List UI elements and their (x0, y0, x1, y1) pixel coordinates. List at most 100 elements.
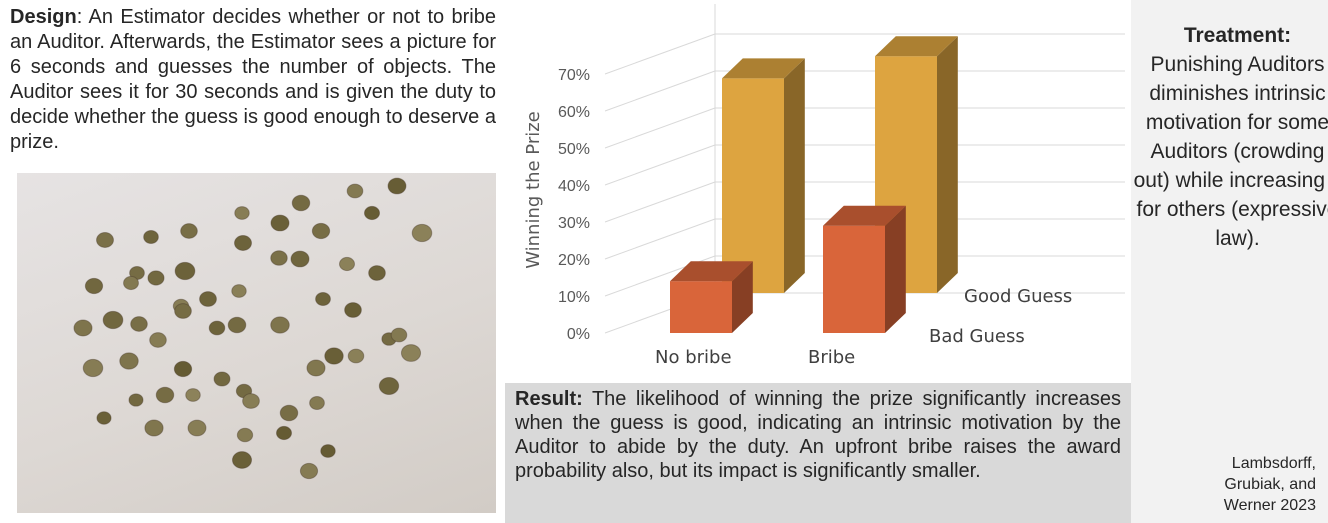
seeds-image (73, 177, 433, 480)
seed-shape (234, 235, 252, 251)
result-label: Result: (515, 388, 583, 410)
seed-shape (299, 462, 319, 480)
seed-shape (155, 386, 175, 404)
seed-shape (213, 371, 231, 387)
seed-shape (344, 302, 362, 318)
bar-chart: 0% 10% 20% 30% 40% 50% 60% 70% Winning the Prize… (505, 0, 1131, 380)
seed-shape (174, 303, 192, 319)
seed-shape (102, 310, 124, 330)
gridline-side (604, 70, 716, 112)
result-text: Result: The likelihood of winning the pr… (515, 387, 1121, 483)
seed-shape (82, 358, 104, 378)
seed-shape (387, 177, 407, 195)
seed-shape (96, 411, 112, 425)
y-tick-label: 20% (558, 252, 590, 269)
seed-shape (368, 265, 386, 281)
y-axis-label: Winning the Prize (523, 111, 544, 269)
bar-bad-guess-side (732, 261, 753, 333)
seed-shape (231, 284, 247, 298)
bar-bad-guess-top (823, 205, 906, 226)
seed-shape (311, 222, 331, 240)
seed-shape (290, 250, 310, 268)
seed-shape (187, 419, 207, 437)
y-tick-label: 0% (567, 326, 590, 343)
seed-shape (363, 205, 381, 221)
y-tick-label: 60% (558, 104, 590, 121)
seed-shape (306, 359, 326, 377)
result-panel: Result: The likelihood of winning the pr… (505, 383, 1131, 523)
seed-shape (320, 444, 336, 458)
bar-good-guess-top (722, 58, 805, 79)
y-tick-label: 10% (558, 289, 590, 306)
seed-shape (411, 223, 433, 243)
seed-shape (338, 256, 356, 272)
seed-shape (119, 352, 139, 370)
gridline-side (604, 181, 716, 223)
seed-shape (275, 425, 293, 441)
seed-shape (147, 270, 165, 286)
seed-shape (270, 250, 288, 266)
seed-shape (231, 451, 253, 469)
seed-shape (270, 214, 290, 232)
seed-shape (130, 316, 148, 332)
lentil-seeds-photo (17, 173, 496, 513)
seed-shape (378, 376, 400, 396)
bar-bad-guess-top (670, 261, 753, 282)
seed-shape (270, 316, 290, 334)
gridline-side (604, 218, 716, 260)
seed-shape (227, 316, 247, 334)
gridline-side (604, 33, 716, 75)
seed-shape (208, 320, 226, 336)
bar-bad-guess-front (670, 281, 732, 333)
seed-shape (180, 223, 198, 239)
seed-shape (347, 348, 365, 364)
seed-shape (143, 230, 159, 244)
design-label: Design (10, 6, 77, 28)
bar-good-guess-side (784, 58, 805, 294)
seed-shape (315, 291, 331, 307)
seed-shape (128, 393, 144, 407)
bar-good-guess-top (875, 36, 958, 57)
result-body: The likelihood of winning the prize sign… (515, 388, 1121, 482)
design-text: Design: An Estimator decides whether or … (10, 5, 496, 155)
seed-shape (242, 393, 260, 409)
seed-shape (324, 347, 344, 365)
y-tick-label: 30% (558, 215, 590, 232)
citation: Lambsdorff, Grubiak, and Werner 2023 (1223, 455, 1316, 514)
seed-shape (73, 319, 93, 337)
gridline-side (604, 107, 716, 149)
seed-shape (96, 232, 114, 248)
y-tick-label: 40% (558, 178, 590, 195)
bar-bad-guess-side (885, 205, 906, 333)
seed-shape (199, 291, 217, 307)
treatment-text: Treatment: Punishing Auditors diminishes… (1131, 21, 1328, 253)
bar-good-guess-side (937, 36, 958, 293)
design-body: : An Estimator decides whether or not to… (10, 6, 496, 153)
treatment-body: Punishing Auditors diminishes intrinsic … (1133, 53, 1328, 250)
seed-shape (234, 206, 250, 220)
seed-shape (400, 344, 422, 362)
seed-shape (309, 396, 325, 410)
series-label-bad-guess: Bad Guess (929, 326, 1025, 347)
seed-shape (174, 261, 196, 281)
y-tick-label: 70% (558, 67, 590, 84)
seed-shape (84, 277, 104, 295)
seed-shape (173, 360, 193, 378)
x-category-label: No bribe (655, 347, 732, 368)
series-label-good-guess: Good Guess (964, 286, 1072, 307)
y-tick-label: 50% (558, 141, 590, 158)
seed-shape (144, 419, 164, 437)
seed-shape (123, 275, 139, 291)
gridline-side (604, 144, 716, 186)
seed-shape (291, 194, 311, 212)
x-category-label: Bribe (808, 347, 855, 368)
seed-shape (236, 427, 254, 443)
seed-shape (390, 327, 408, 343)
side-panel: Treatment: Punishing Auditors diminishes… (1131, 0, 1328, 523)
bar-good-guess-front (722, 78, 784, 294)
seed-shape (149, 332, 167, 348)
treatment-label: Treatment: (1183, 24, 1292, 47)
seed-shape (279, 404, 299, 422)
seed-shape (346, 183, 364, 199)
chart-svg: 0% 10% 20% 30% 40% 50% 60% 70% Winning the Prize… (523, 4, 1125, 368)
